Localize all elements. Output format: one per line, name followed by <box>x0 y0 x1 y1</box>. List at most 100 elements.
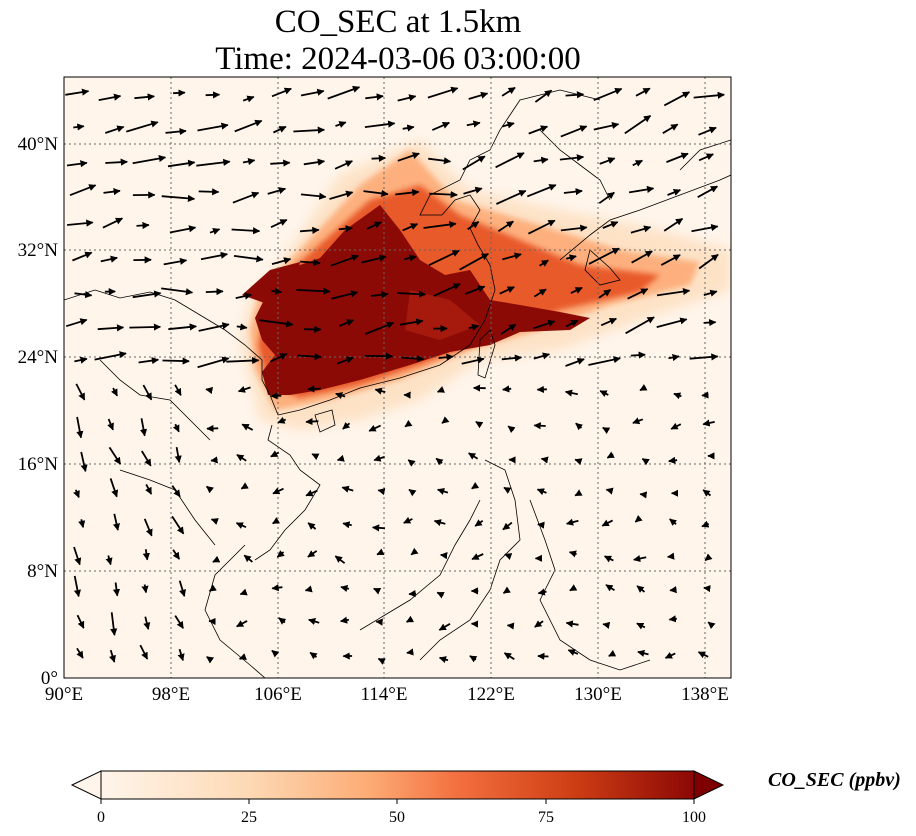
wind-vector <box>669 586 677 594</box>
wind-vector <box>704 553 713 562</box>
wind-vector <box>141 584 149 594</box>
wind-vector <box>235 292 253 300</box>
wind-vector <box>361 254 387 264</box>
wind-vector <box>598 191 615 204</box>
wind-vector <box>436 386 445 393</box>
wind-vector <box>205 386 214 395</box>
wind-vector <box>403 516 413 524</box>
wind-vector <box>534 89 553 103</box>
wind-vector <box>142 384 153 401</box>
wind-vector <box>504 553 513 560</box>
wind-vector <box>539 259 549 267</box>
wind-vector <box>271 87 292 98</box>
wind-vector <box>331 290 359 300</box>
wind-vector <box>533 319 556 330</box>
wind-vector <box>574 489 583 497</box>
wind-vector <box>297 352 322 361</box>
wind-vector <box>80 451 88 473</box>
wind-vector <box>365 93 384 101</box>
wind-vector <box>528 125 549 135</box>
wind-vector <box>693 91 725 99</box>
wind-vector <box>635 87 651 97</box>
wind-vector <box>471 553 484 561</box>
wind-vector <box>537 588 547 596</box>
wind-vector <box>162 357 190 365</box>
wind-vector <box>132 290 162 299</box>
wind-vector <box>174 446 182 464</box>
wind-vector <box>73 489 80 499</box>
lat-axis: 0° 8°N 16°N 24°N 32°N 40°N <box>18 134 59 689</box>
wind-vector <box>666 552 675 560</box>
wind-vector <box>171 515 185 535</box>
title-line-1: CO_SEC at 1.5km <box>274 4 522 40</box>
wind-vector <box>630 225 652 234</box>
wind-vector <box>327 85 361 100</box>
wind-vector <box>340 585 350 593</box>
wind-vector <box>240 482 249 490</box>
lon-tick-label: 98°E <box>152 684 190 705</box>
wind-vector <box>173 89 186 97</box>
wind-vector <box>110 387 118 397</box>
wind-vector <box>165 127 187 136</box>
wind-vector <box>112 513 121 531</box>
wind-vector <box>300 88 325 97</box>
wind-vector <box>633 554 647 563</box>
wind-vector <box>668 456 678 464</box>
colorbar-extend-min <box>70 770 102 800</box>
wind-vector <box>138 357 160 365</box>
wind-vector <box>602 426 611 434</box>
wind-vector <box>231 227 261 235</box>
wind-vector <box>234 119 263 133</box>
wind-vector <box>468 323 480 331</box>
colorbar-tick-label: 50 <box>389 809 405 826</box>
wind-vector <box>143 616 151 630</box>
colorbar-tick-label: 75 <box>538 809 554 826</box>
wind-vector <box>363 189 389 197</box>
wind-vector <box>98 93 122 101</box>
wind-vector <box>459 253 489 271</box>
wind-vector <box>197 356 230 369</box>
wind-vector <box>407 459 416 467</box>
wind-vector <box>339 616 350 624</box>
wind-vector <box>198 188 220 196</box>
wind-vector <box>206 485 214 494</box>
wind-vector <box>102 217 124 229</box>
wind-vector <box>174 615 184 629</box>
wind-vector <box>397 152 420 162</box>
wind-vector <box>242 157 256 166</box>
wind-vector <box>663 217 684 232</box>
wind-vector <box>66 160 88 168</box>
wind-vector <box>270 159 291 167</box>
lat-tick-label: 40°N <box>18 134 59 155</box>
wind-vector <box>303 158 326 166</box>
wind-vector <box>242 95 255 103</box>
wind-vector <box>197 122 229 132</box>
wind-vector <box>603 555 614 563</box>
wind-vector <box>436 591 445 599</box>
wind-vector <box>304 585 313 593</box>
wind-vector <box>462 155 486 171</box>
wind-vector <box>405 615 415 623</box>
wind-vector <box>94 351 127 361</box>
wind-vector <box>126 120 159 133</box>
wind-vector <box>233 255 264 263</box>
wind-vector <box>606 451 615 459</box>
colorbar-tick-label: 25 <box>241 809 257 826</box>
wind-vector <box>402 223 419 232</box>
wind-vector <box>364 120 396 128</box>
lon-tick-label: 122°E <box>467 684 515 705</box>
wind-vector <box>336 454 345 462</box>
colorbar-label: CO_SEC (ppbv) <box>768 769 901 791</box>
wind-vector <box>341 485 354 493</box>
wind-vector <box>628 185 655 194</box>
wind-vector <box>300 192 327 200</box>
wind-vector <box>196 158 231 167</box>
wind-vector <box>691 224 719 233</box>
wind-vector <box>299 226 320 234</box>
wind-vector <box>474 519 484 527</box>
wind-vector <box>236 323 248 331</box>
wind-vector <box>495 152 525 169</box>
wind-vector <box>667 189 681 196</box>
wind-vector <box>560 125 588 138</box>
